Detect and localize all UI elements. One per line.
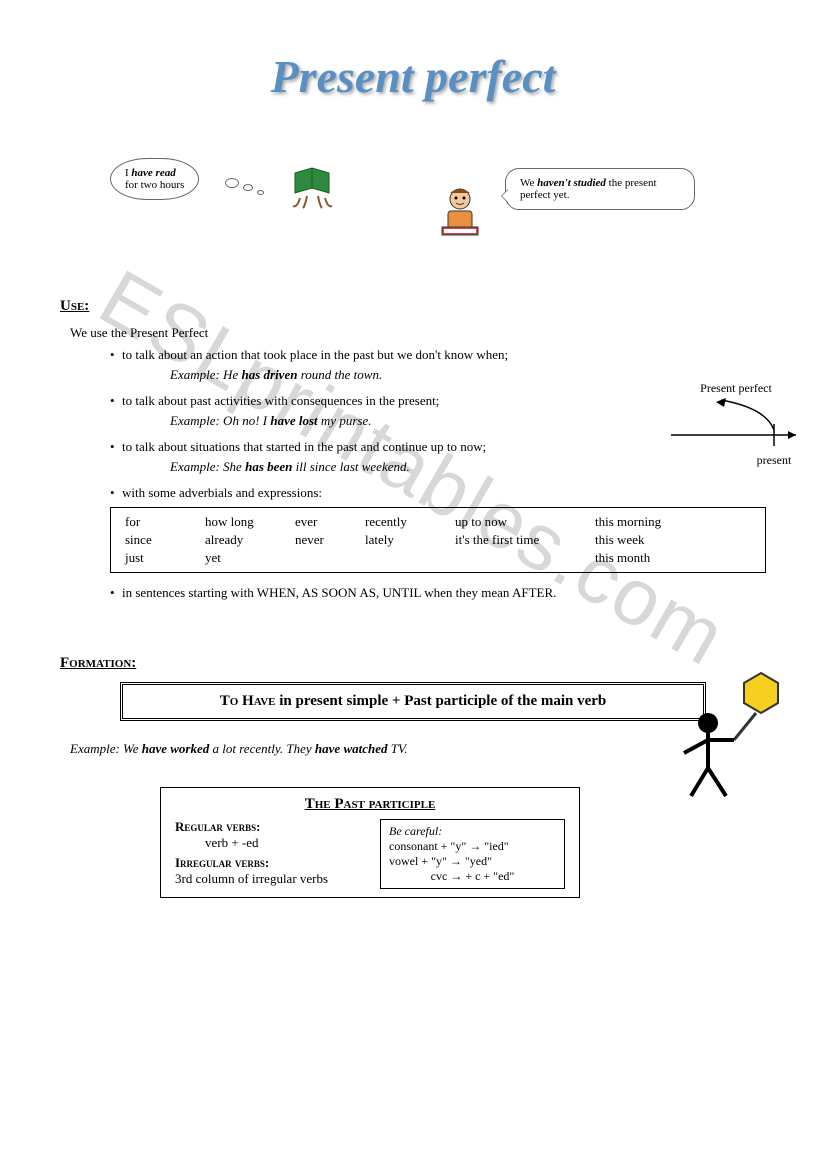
adv-cell: never [295,532,365,548]
careful-l1: consonant + "y" → "ied" [389,839,556,854]
formation-rule-box: To Have in present simple + Past partici… [120,682,706,721]
regular-heading: Regular verbs: [175,819,360,835]
thought-bubble: I have read for two hours [110,158,199,200]
adv-cell [455,550,595,566]
adv-cell: this week [595,532,705,548]
adv-cell: how long [205,514,295,530]
adv-cell: this month [595,550,705,566]
adv-cell: for [125,514,205,530]
adv-cell [365,550,455,566]
adv-cell: up to now [455,514,595,530]
adv-cell: it's the first time [455,532,595,548]
formation-heading: Formation: [60,655,766,672]
formation-rule-lead: To Have [220,693,276,709]
fex-b2: have watched [315,741,388,756]
ex2-lead: Example: Oh no! I [170,413,270,428]
use-heading: Use: [60,298,766,315]
adv-cell: lately [365,532,455,548]
diagram-top-label: Present perfect [700,381,772,395]
adverbials-table: for how long ever recently up to now thi… [110,507,766,573]
fex-lead: Example: We [70,741,142,756]
careful-l2: vowel + "y" → "yed" [389,854,556,869]
irregular-heading: Irregular verbs: [175,855,360,871]
fex-mid: a lot recently. They [209,741,315,756]
formation-rule-mid: in present simple + Past participle of t… [276,693,607,709]
stickman-sign-icon [666,668,786,808]
cartoon-row: I have read for two hours We [60,148,766,268]
adv-cell: already [205,532,295,548]
diagram-bottom-label: present [757,453,792,467]
irregular-body: 3rd column of irregular verbs [175,871,360,887]
use-bullets-2: in sentences starting with WHEN, AS SOON… [110,585,766,601]
adv-cell: recently [365,514,455,530]
formation-example: Example: We have worked a lot recently. … [70,741,766,757]
ex2-bold: have lost [270,413,317,428]
ex2-tail: my purse. [318,413,372,428]
student-icon [430,183,490,243]
worksheet-page: Present perfect I have read for two hour… [0,0,826,938]
fex-tail: TV. [388,741,408,756]
adv-cell [295,550,365,566]
be-careful-box: Be careful: consonant + "y" → "ied" vowe… [380,819,565,889]
adv-cell: this morning [595,514,705,530]
bullet-4: with some adverbials and expressions: [110,485,766,501]
speech-text-bold: haven't studied [537,177,606,189]
speech-bubble: We haven't studied the present perfect y… [505,168,695,210]
timeline-diagram: Present perfect present [666,380,806,475]
regular-body: verb + -ed [205,835,360,851]
ex3-bold: has been [245,459,292,474]
ex3-lead: Example: She [170,459,245,474]
bullet-5: in sentences starting with WHEN, AS SOON… [110,585,766,601]
thought-text-bold: have read [131,167,175,179]
thought-text-suffix: for two hours [125,179,184,191]
careful-head: Be careful: [389,824,556,839]
ex1-bold: has driven [241,367,297,382]
fex-b1: have worked [142,741,210,756]
adv-cell: since [125,532,205,548]
participle-title: The Past participle [175,796,565,813]
adv-cell: ever [295,514,365,530]
participle-box: The Past participle Regular verbs: verb … [160,787,580,898]
adv-cell: just [125,550,205,566]
page-title: Present perfect [60,50,766,103]
ex1-lead: Example: He [170,367,241,382]
speech-text-prefix: We [520,177,537,189]
reading-book-icon [285,158,340,213]
bullet-1: to talk about an action that took place … [110,347,766,363]
careful-l3: cvc → + c + "ed" [389,869,556,884]
ex1-tail: round the town. [297,367,382,382]
ex3-tail: ill since last weekend. [292,459,409,474]
adv-cell: yet [205,550,295,566]
use-intro: We use the Present Perfect [70,325,766,341]
